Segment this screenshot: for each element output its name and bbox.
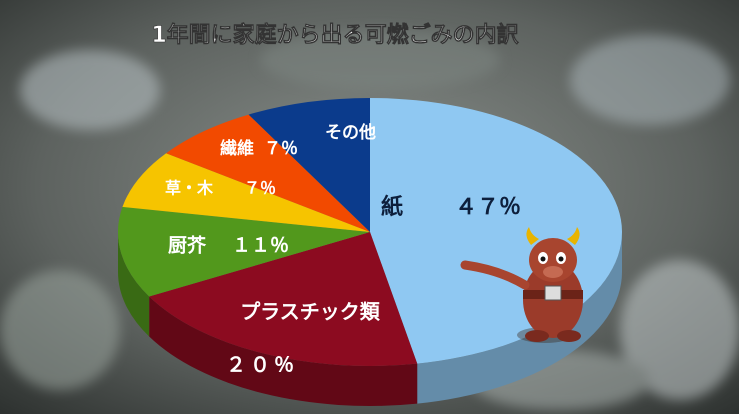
slice-label: その他 (325, 122, 376, 143)
value-label: ４７％ (455, 195, 521, 220)
chart-title: 1年間に家庭から出る可燃ごみの内訳 (151, 22, 519, 48)
value-label: １１％ (232, 235, 289, 257)
slice-label: 繊維 (220, 138, 254, 159)
slice-label: プラスチック類 (240, 300, 381, 324)
value-label: ７％ (244, 179, 276, 198)
slice-label: 草・木 (165, 179, 214, 198)
slice-label: 紙 (381, 194, 403, 220)
value-label: ７％ (264, 139, 298, 159)
chart: 1年間に家庭から出る可燃ごみの内訳 紙 ４７％ プラスチック類 ２０％ 厨芥 １１％ 草・木… (0, 0, 739, 414)
value-label: ２０％ (226, 353, 298, 377)
slice-label: 厨芥 (168, 235, 207, 257)
